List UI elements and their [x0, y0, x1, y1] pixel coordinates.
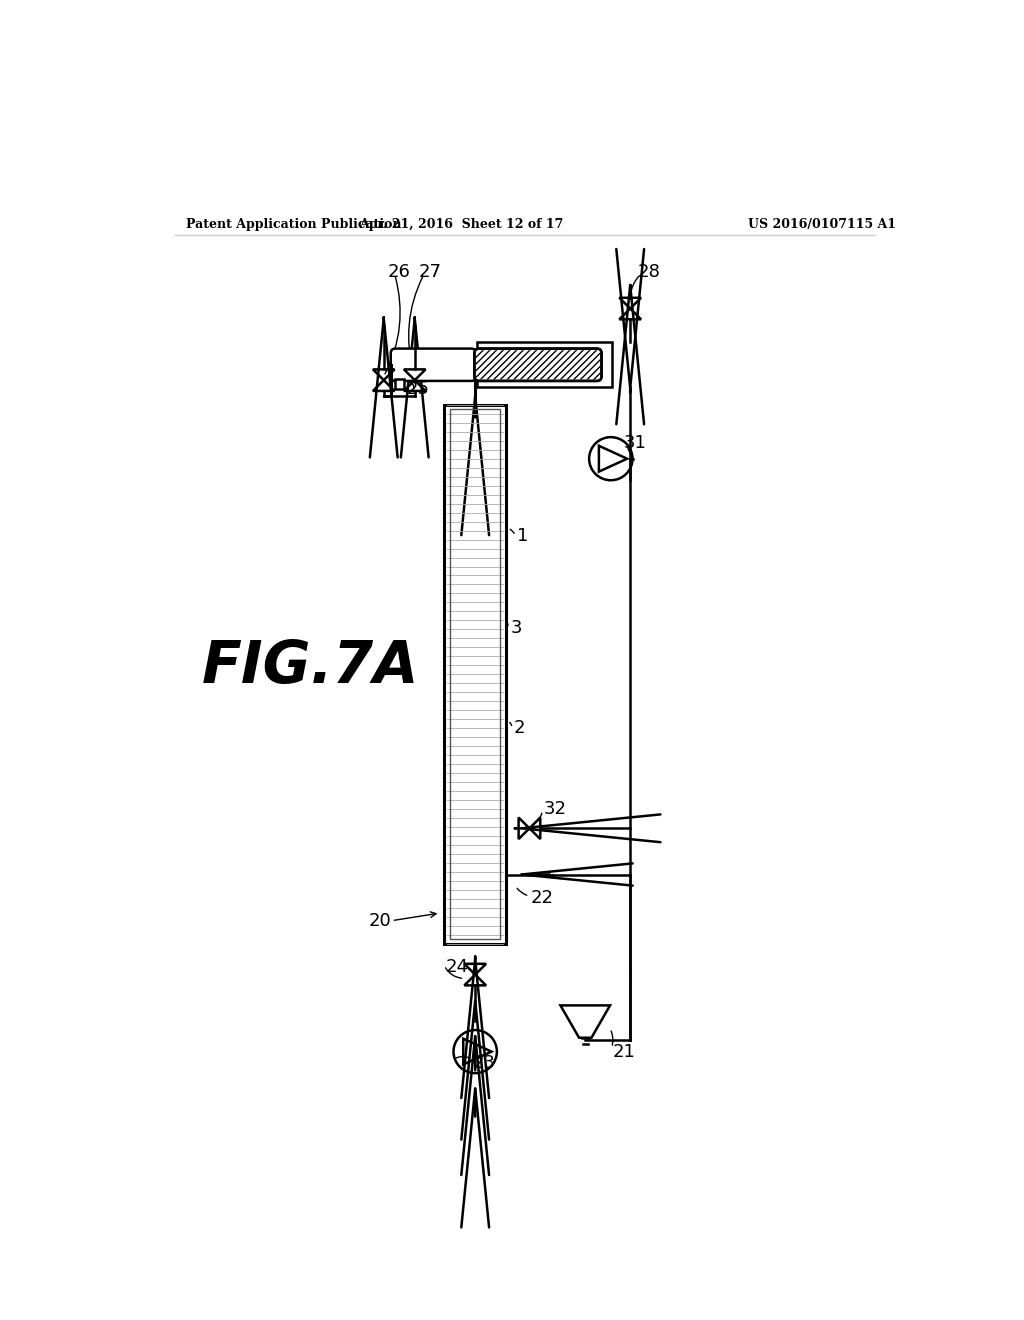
Text: 32: 32 — [544, 800, 567, 818]
Text: US 2016/0107115 A1: US 2016/0107115 A1 — [748, 218, 896, 231]
FancyBboxPatch shape — [391, 348, 476, 381]
Text: 21: 21 — [612, 1043, 635, 1060]
Text: 2: 2 — [514, 719, 525, 737]
Bar — [394, 379, 403, 388]
Text: FIG.7A: FIG.7A — [202, 638, 419, 696]
Text: 31: 31 — [624, 434, 647, 453]
Bar — [451, 409, 500, 940]
Text: 25: 25 — [407, 380, 430, 399]
Text: Apr. 21, 2016  Sheet 12 of 17: Apr. 21, 2016 Sheet 12 of 17 — [359, 218, 563, 231]
Text: 22: 22 — [531, 888, 554, 907]
Text: 3: 3 — [511, 619, 522, 638]
Bar — [477, 342, 611, 387]
FancyBboxPatch shape — [474, 348, 601, 381]
Text: 24: 24 — [445, 958, 469, 975]
Text: 27: 27 — [419, 264, 441, 281]
Text: 23: 23 — [473, 1055, 496, 1072]
Text: Patent Application Publication: Patent Application Publication — [186, 218, 401, 231]
Text: 28: 28 — [638, 264, 660, 281]
Text: 20: 20 — [369, 912, 391, 929]
Text: 1: 1 — [517, 527, 528, 545]
Text: 26: 26 — [388, 264, 411, 281]
Bar — [444, 405, 506, 944]
